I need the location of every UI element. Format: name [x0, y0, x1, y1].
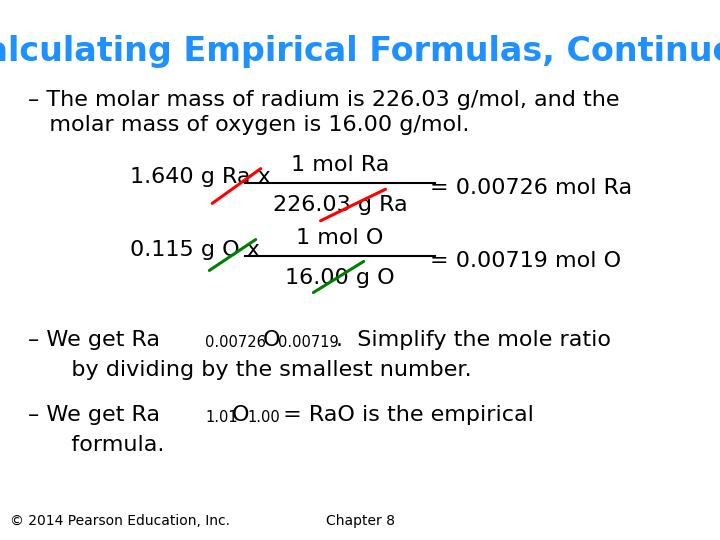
Text: 1 mol Ra: 1 mol Ra — [291, 155, 390, 175]
Text: = RaO is the empirical: = RaO is the empirical — [276, 405, 534, 425]
Text: = 0.00719 mol O: = 0.00719 mol O — [430, 251, 621, 271]
Text: O: O — [232, 405, 250, 425]
Text: 1 mol O: 1 mol O — [297, 228, 384, 248]
Text: 1.01: 1.01 — [205, 410, 238, 425]
Text: .  Simplify the mole ratio: . Simplify the mole ratio — [336, 330, 611, 350]
Text: formula.: formula. — [50, 435, 164, 455]
Text: 1.00: 1.00 — [247, 410, 280, 425]
Text: Chapter 8: Chapter 8 — [325, 514, 395, 528]
Text: 226.03 g Ra: 226.03 g Ra — [273, 195, 408, 215]
Text: © 2014 Pearson Education, Inc.: © 2014 Pearson Education, Inc. — [10, 514, 230, 528]
Text: 1.640 g Ra x: 1.640 g Ra x — [130, 167, 271, 187]
Text: – We get Ra: – We get Ra — [28, 405, 160, 425]
Text: – The molar mass of radium is 226.03 g/mol, and the: – The molar mass of radium is 226.03 g/m… — [28, 90, 619, 110]
Text: Calculating Empirical Formulas, Continued: Calculating Empirical Formulas, Continue… — [0, 35, 720, 68]
Text: 0.00726: 0.00726 — [205, 335, 266, 350]
Text: 0.115 g O x: 0.115 g O x — [130, 240, 260, 260]
Text: molar mass of oxygen is 16.00 g/mol.: molar mass of oxygen is 16.00 g/mol. — [28, 115, 469, 135]
Text: 0.00719: 0.00719 — [278, 335, 338, 350]
Text: O: O — [263, 330, 281, 350]
Text: by dividing by the smallest number.: by dividing by the smallest number. — [50, 360, 472, 380]
Text: = 0.00726 mol Ra: = 0.00726 mol Ra — [430, 178, 632, 198]
Text: 16.00 g O: 16.00 g O — [285, 268, 395, 288]
Text: – We get Ra: – We get Ra — [28, 330, 160, 350]
